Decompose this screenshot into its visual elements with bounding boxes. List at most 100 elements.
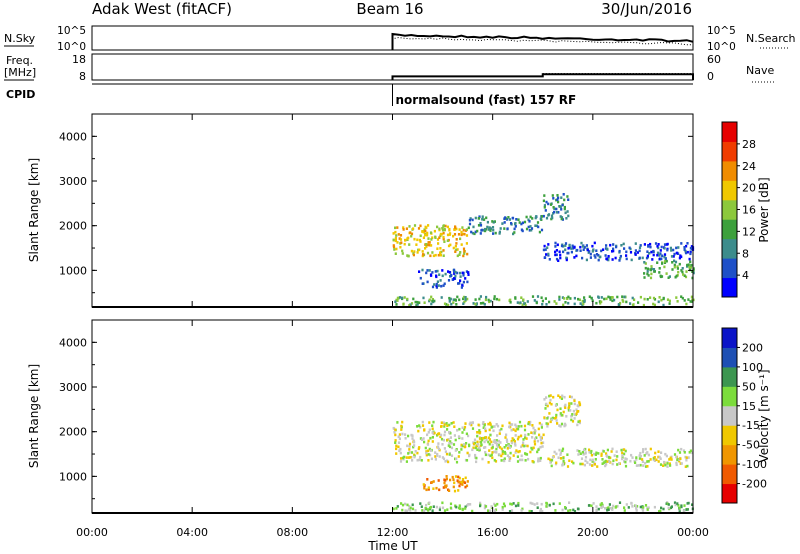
heatmap-cell xyxy=(691,270,694,273)
heatmap-cell xyxy=(579,302,582,305)
heatmap-cell xyxy=(411,507,415,511)
heatmap-cell xyxy=(567,509,570,513)
heatmap-cell xyxy=(527,225,530,229)
heatmap-cell xyxy=(430,238,433,241)
heatmap-cell xyxy=(463,232,466,236)
heatmap-cell xyxy=(578,419,581,423)
heatmap-cell xyxy=(638,246,642,249)
heatmap-cell xyxy=(550,458,554,462)
heatmap-cell xyxy=(458,484,461,488)
heatmap-cell xyxy=(557,200,560,204)
heatmap-cell xyxy=(416,458,419,462)
heatmap-cell xyxy=(583,246,586,249)
heatmap-cell xyxy=(448,227,451,231)
heatmap-cell xyxy=(663,247,666,250)
heatmap-cell xyxy=(509,445,512,448)
heatmap-cell xyxy=(537,427,540,431)
heatmap-cell xyxy=(422,296,425,300)
heatmap-cell xyxy=(512,232,515,236)
heatmap-cell xyxy=(530,446,533,450)
heatmap-cell xyxy=(408,504,411,508)
heatmap-cell xyxy=(669,246,672,250)
heatmap-cell xyxy=(413,224,417,227)
heatmap-cell xyxy=(514,429,517,433)
heatmap-cell xyxy=(564,242,568,245)
heatmap-cell xyxy=(623,506,626,509)
heatmap-cell xyxy=(408,225,411,228)
heatmap-cell xyxy=(675,461,678,465)
heatmap-cell xyxy=(681,267,684,270)
heatmap-cell xyxy=(683,246,686,249)
heatmap-cell xyxy=(542,214,545,218)
heatmap-cell xyxy=(601,505,604,508)
heatmap-cell xyxy=(441,228,445,232)
heatmap-cell xyxy=(440,296,443,299)
heatmap-cell xyxy=(600,249,603,253)
time-tick-label: 20:00 xyxy=(577,526,609,539)
heatmap-cell xyxy=(568,395,572,398)
heatmap-cell xyxy=(541,445,544,448)
heatmap-cell xyxy=(566,297,569,300)
heatmap-cell xyxy=(557,211,560,214)
heatmap-cell xyxy=(553,300,556,303)
heatmap-cell xyxy=(420,459,423,462)
heatmap-cell xyxy=(509,423,512,426)
colorbar-tick-label: -200 xyxy=(742,478,767,491)
heatmap-cell xyxy=(608,456,611,459)
heatmap-cell xyxy=(517,435,520,439)
heatmap-cell xyxy=(569,297,572,300)
heatmap-cell xyxy=(569,409,572,412)
heatmap-cell xyxy=(625,254,628,257)
heatmap-cell xyxy=(472,442,476,446)
heatmap-cell xyxy=(647,453,650,457)
heatmap-cell xyxy=(571,420,575,423)
heatmap-cell xyxy=(646,272,649,276)
heatmap-cell xyxy=(607,258,610,262)
heatmap-cell xyxy=(580,457,584,460)
heatmap-cell xyxy=(646,460,649,463)
heatmap-cell xyxy=(484,505,488,508)
heatmap-cell xyxy=(691,298,694,302)
heatmap-cell xyxy=(394,439,397,442)
heatmap-cell xyxy=(409,456,412,459)
heatmap-cell xyxy=(530,228,533,232)
heatmap-cell xyxy=(408,448,411,451)
heatmap-cell xyxy=(509,502,512,506)
heatmap-cell xyxy=(416,238,419,242)
heatmap-cell xyxy=(649,276,653,280)
heatmap-cell xyxy=(581,450,584,454)
heatmap-cell xyxy=(530,431,533,434)
heatmap-cell xyxy=(557,259,560,262)
heatmap-cell xyxy=(685,302,688,306)
heatmap-cell xyxy=(595,505,598,508)
heatmap-cell xyxy=(446,233,450,237)
heatmap-cell xyxy=(658,254,661,257)
heatmap-cell xyxy=(565,256,568,260)
heatmap-cell xyxy=(546,425,549,428)
heatmap-cell xyxy=(646,451,649,454)
heatmap-cell xyxy=(444,479,447,482)
heatmap-cell xyxy=(543,194,546,197)
heatmap-cell xyxy=(405,460,408,463)
heatmap-cell xyxy=(650,250,653,254)
heatmap-cell xyxy=(463,300,466,304)
heatmap-cell xyxy=(591,464,594,467)
heatmap-cell xyxy=(520,445,523,449)
heatmap-cell xyxy=(392,232,395,235)
heatmap-cell xyxy=(488,226,491,230)
heatmap-cell xyxy=(413,237,416,241)
colorbar-tick-label: 24 xyxy=(742,160,756,173)
heatmap-cell xyxy=(673,453,677,456)
heatmap-cell xyxy=(680,505,683,509)
heatmap-cell xyxy=(503,459,506,463)
heatmap-cell xyxy=(438,455,441,458)
heatmap-cell xyxy=(673,265,676,269)
heatmap-cell xyxy=(512,454,515,457)
heatmap-cell xyxy=(430,274,433,277)
heatmap-cell xyxy=(494,504,497,507)
heatmap-cell xyxy=(410,451,414,454)
heatmap-cell xyxy=(621,456,624,459)
heatmap-cell xyxy=(642,506,645,509)
